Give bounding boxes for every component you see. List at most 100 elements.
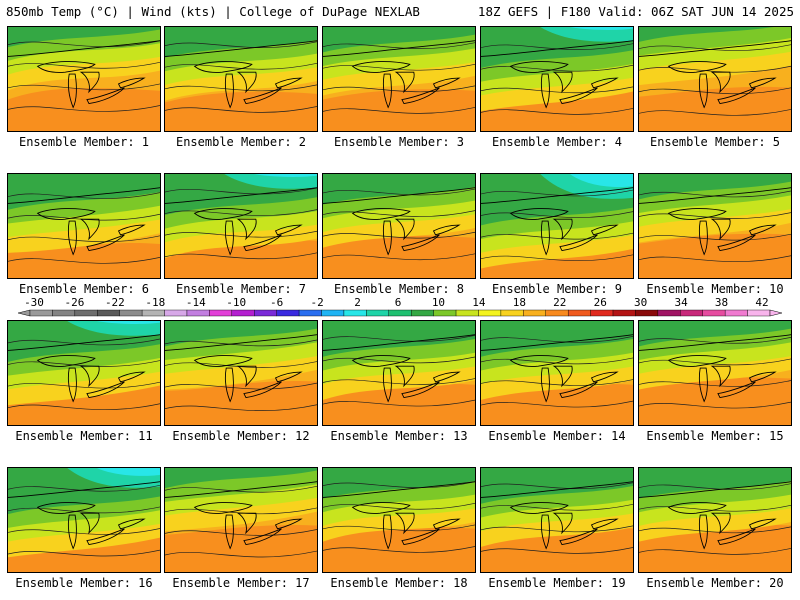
colorbar-tick-label: 42 xyxy=(755,296,769,309)
colorbar-tick-label: -2 xyxy=(310,296,324,309)
colorbar-segment xyxy=(254,309,277,317)
ensemble-member-panel xyxy=(480,173,634,279)
colorbar-tick-label: -10 xyxy=(226,296,247,309)
ensemble-member-panel xyxy=(164,173,318,279)
chart-title: 850mb Temp (°C) | Wind (kts) | College o… xyxy=(6,4,420,19)
ensemble-member-label: Ensemble Member: 15 xyxy=(646,429,784,443)
ensemble-member-panel xyxy=(480,320,634,426)
ensemble-member-panel xyxy=(638,173,792,279)
ensemble-member-label: Ensemble Member: 16 xyxy=(15,576,153,590)
ensemble-member-label: Ensemble Member: 19 xyxy=(488,576,626,590)
colorbar-segment xyxy=(747,309,771,317)
ensemble-map xyxy=(639,27,791,131)
ensemble-member-label: Ensemble Member: 11 xyxy=(15,429,153,443)
ensemble-member-panel xyxy=(480,467,634,573)
colorbar-segment xyxy=(321,309,345,317)
colorbar-tick-label: -26 xyxy=(64,296,85,309)
colorbar-tick-label: -22 xyxy=(104,296,125,309)
colorbar-segment xyxy=(657,309,681,317)
ensemble-map xyxy=(323,174,475,278)
colorbar-segment xyxy=(186,309,210,317)
ensemble-member-panel xyxy=(164,467,318,573)
colorbar-segment xyxy=(388,309,412,317)
ensemble-member-panel xyxy=(7,173,161,279)
colorbar-segment xyxy=(702,309,726,317)
ensemble-map xyxy=(165,468,317,572)
ensemble-member-panel xyxy=(322,320,476,426)
ensemble-map xyxy=(481,27,633,131)
colorbar-segment xyxy=(276,309,300,317)
ensemble-map xyxy=(639,174,791,278)
ensemble-map xyxy=(323,321,475,425)
ensemble-member-label: Ensemble Member: 20 xyxy=(646,576,784,590)
colorbar-segment xyxy=(231,309,255,317)
colorbar-segment xyxy=(29,309,53,317)
ensemble-map xyxy=(165,27,317,131)
colorbar-tick-label: 38 xyxy=(714,296,729,309)
ensemble-map xyxy=(481,468,633,572)
colorbar-tick-label: 30 xyxy=(634,296,648,309)
colorbar-segment xyxy=(343,309,367,317)
ensemble-map xyxy=(8,27,160,131)
ensemble-member-label: Ensemble Member: 2 xyxy=(175,135,307,149)
colorbar-tick-label: 14 xyxy=(472,296,486,309)
colorbar-segment xyxy=(97,309,120,317)
ensemble-map xyxy=(481,321,633,425)
colorbar-segment xyxy=(119,309,143,317)
ensemble-member-label: Ensemble Member: 8 xyxy=(333,282,465,296)
colorbar-segment xyxy=(567,309,591,317)
ensemble-member-panel xyxy=(480,26,634,132)
ensemble-member-panel xyxy=(322,26,476,132)
ensemble-map xyxy=(323,468,475,572)
ensemble-member-panel xyxy=(7,26,161,132)
colorbar-segment xyxy=(433,309,457,317)
colorbar-segment xyxy=(52,309,76,317)
ensemble-map xyxy=(8,174,160,278)
colorbar-segment xyxy=(209,309,233,317)
colorbar-segment xyxy=(455,309,479,317)
ensemble-map xyxy=(8,468,160,572)
ensemble-member-label: Ensemble Member: 6 xyxy=(18,282,150,296)
ensemble-map xyxy=(323,27,475,131)
colorbar-tick-label: 10 xyxy=(431,296,446,309)
ensemble-member-label: Ensemble Member: 12 xyxy=(172,429,310,443)
temperature-colorbar xyxy=(17,309,783,317)
colorbar-segment xyxy=(411,309,434,317)
colorbar-tick-label: -30 xyxy=(24,296,44,309)
colorbar-segment xyxy=(612,309,636,317)
colorbar-segment xyxy=(635,309,659,317)
ensemble-map xyxy=(8,321,160,425)
colorbar-tick-label: 26 xyxy=(593,296,607,309)
colorbar-arrow-high xyxy=(769,309,783,317)
colorbar-segment xyxy=(141,309,165,317)
colorbar-segment xyxy=(545,309,569,317)
ensemble-map xyxy=(165,321,317,425)
ensemble-map xyxy=(639,468,791,572)
ensemble-member-panel xyxy=(638,26,792,132)
colorbar-segment xyxy=(590,309,614,317)
colorbar-tick-label: 34 xyxy=(674,296,688,309)
ensemble-member-panel xyxy=(164,320,318,426)
ensemble-member-label: Ensemble Member: 1 xyxy=(18,135,150,149)
ensemble-map xyxy=(639,321,791,425)
colorbar-tick-label: -6 xyxy=(270,296,284,309)
ensemble-member-panel xyxy=(7,467,161,573)
colorbar-segment xyxy=(724,309,748,317)
ensemble-member-panel xyxy=(638,467,792,573)
ensemble-member-panel xyxy=(638,320,792,426)
ensemble-member-label: Ensemble Member: 10 xyxy=(646,282,784,296)
colorbar-segment xyxy=(164,309,188,317)
ensemble-member-label: Ensemble Member: 7 xyxy=(175,282,307,296)
colorbar-tick-label: 22 xyxy=(553,296,567,309)
colorbar-segment xyxy=(74,309,98,317)
colorbar-tick-label: 2 xyxy=(354,296,361,309)
ensemble-member-panel xyxy=(322,173,476,279)
ensemble-member-panel xyxy=(7,320,161,426)
colorbar-segment xyxy=(680,309,703,317)
colorbar-tick-label: 18 xyxy=(512,296,526,309)
colorbar-segment xyxy=(523,309,546,317)
ensemble-member-label: Ensemble Member: 13 xyxy=(330,429,468,443)
colorbar-tick-label: -18 xyxy=(145,296,166,309)
ensemble-member-label: Ensemble Member: 9 xyxy=(491,282,623,296)
